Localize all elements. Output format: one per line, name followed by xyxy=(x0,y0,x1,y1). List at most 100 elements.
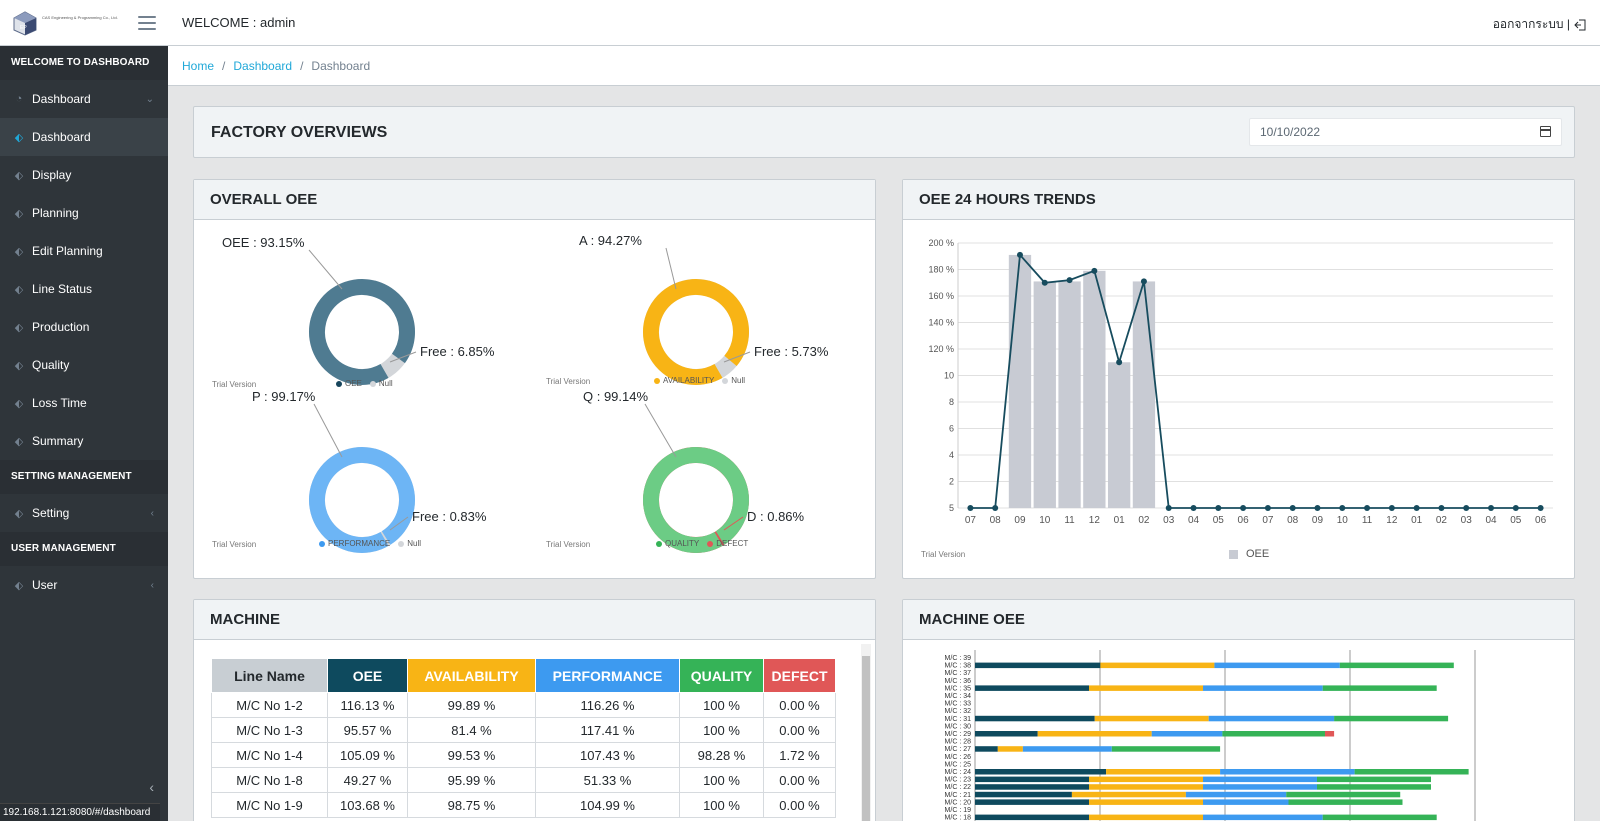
calendar-icon[interactable] xyxy=(1540,126,1551,137)
trend-point[interactable] xyxy=(1016,251,1023,258)
table-row[interactable]: M/C No 1-3 95.57 % 81.4 % 117.41 % 100 % 0.00… xyxy=(211,717,836,743)
stacked-bar-segment[interactable] xyxy=(1203,685,1323,691)
column-header[interactable]: OEE xyxy=(327,658,408,693)
stacked-bar-segment[interactable] xyxy=(1071,791,1186,798)
stacked-bar-segment[interactable] xyxy=(1203,814,1323,821)
logout-link[interactable]: ออกจากระบบ | xyxy=(1493,15,1586,34)
stacked-bar-segment[interactable] xyxy=(975,685,1089,691)
donut-legend[interactable]: QUALITY DEFECT xyxy=(656,539,748,548)
legend-item[interactable]: OEE xyxy=(336,379,362,388)
sidebar-item-production[interactable]: ⬖ Production xyxy=(0,308,168,346)
stacked-bar-segment[interactable] xyxy=(1100,662,1215,669)
stacked-bar-segment[interactable] xyxy=(975,731,1038,737)
table-row[interactable]: M/C No 1-2 116.13 % 99.89 % 116.26 % 100 % 0.… xyxy=(211,692,836,718)
stacked-bar-segment[interactable] xyxy=(1317,776,1431,783)
stacked-bar-segment[interactable] xyxy=(975,662,1101,669)
stacked-bar-segment[interactable] xyxy=(1089,784,1203,790)
stacked-bar-segment[interactable] xyxy=(975,776,1089,783)
sidebar-minimizer-button[interactable]: ‹ xyxy=(0,779,168,799)
trend-point[interactable] xyxy=(1264,505,1271,511)
stacked-bar-segment[interactable] xyxy=(1203,776,1317,783)
stacked-bar-segment[interactable] xyxy=(975,799,1089,805)
trend-bar[interactable] xyxy=(1083,270,1106,508)
stacked-bar-segment[interactable] xyxy=(975,715,1095,722)
sidebar-item-line-status[interactable]: ⬖ Line Status xyxy=(0,270,168,308)
sidebar-toggle-button[interactable] xyxy=(138,15,156,30)
table-row[interactable]: M/C No 1-8 49.27 % 95.99 % 51.33 % 100 % 0.00… xyxy=(211,767,836,793)
trend-point[interactable] xyxy=(1140,278,1147,285)
stacked-bar-segment[interactable] xyxy=(1324,731,1335,737)
table-scrollbar[interactable] xyxy=(861,644,871,821)
stacked-bar-segment[interactable] xyxy=(1089,814,1203,821)
trend-point[interactable] xyxy=(1091,267,1098,274)
trend-point[interactable] xyxy=(1240,505,1247,511)
stacked-bar-segment[interactable] xyxy=(1317,784,1431,790)
sidebar-item-user[interactable]: ⬖ User ‹ xyxy=(0,566,168,604)
sidebar-item-summary[interactable]: ⬖ Summary xyxy=(0,422,168,460)
stacked-bar-segment[interactable] xyxy=(1203,799,1289,805)
donut-legend[interactable]: AVAILABILITY Null xyxy=(654,376,745,385)
legend-item[interactable]: DEFECT xyxy=(707,539,748,548)
trend-point[interactable] xyxy=(1463,505,1470,511)
trend-point[interactable] xyxy=(1041,279,1048,286)
stacked-bar-segment[interactable] xyxy=(1322,685,1437,691)
legend-item[interactable]: AVAILABILITY xyxy=(654,376,714,385)
stacked-bar-segment[interactable] xyxy=(1288,799,1403,805)
stacked-bar-segment[interactable] xyxy=(1037,731,1152,737)
donut-value-slice[interactable] xyxy=(635,439,758,562)
trend-bar[interactable] xyxy=(1107,362,1131,508)
donut-legend[interactable]: PERFORMANCE Null xyxy=(319,539,421,548)
column-header[interactable]: DEFECT xyxy=(763,658,836,693)
trend-bar[interactable] xyxy=(1132,281,1156,508)
stacked-bar-segment[interactable] xyxy=(975,814,1089,821)
stacked-bar-segment[interactable] xyxy=(975,791,1072,798)
trend-point[interactable] xyxy=(1364,505,1371,511)
trend-point[interactable] xyxy=(1438,505,1445,511)
donut-value-slice[interactable] xyxy=(301,439,424,562)
stacked-bar-segment[interactable] xyxy=(1111,746,1221,752)
sidebar-item-loss-time[interactable]: ⬖ Loss Time xyxy=(0,384,168,422)
stacked-bar-segment[interactable] xyxy=(1089,685,1203,691)
trend-point[interactable] xyxy=(1215,505,1222,511)
legend-item[interactable]: QUALITY xyxy=(656,539,699,548)
scrollbar-thumb[interactable] xyxy=(862,656,870,821)
legend-item[interactable]: Null xyxy=(369,379,393,388)
trend-bar[interactable] xyxy=(1008,254,1032,508)
sidebar-item-display[interactable]: ⬖ Display xyxy=(0,156,168,194)
sidebar-item-planning[interactable]: ⬖ Planning xyxy=(0,194,168,232)
trend-point[interactable] xyxy=(1339,505,1346,511)
sidebar-item-quality[interactable]: ⬖ Quality xyxy=(0,346,168,384)
stacked-bar-segment[interactable] xyxy=(1106,769,1221,775)
stacked-bar-segment[interactable] xyxy=(975,746,998,752)
stacked-bar-segment[interactable] xyxy=(1203,784,1317,790)
stacked-bar-segment[interactable] xyxy=(1222,731,1325,737)
trend-legend[interactable]: OEE xyxy=(1229,548,1269,560)
column-header[interactable]: AVAILABILITY xyxy=(407,658,536,693)
sidebar-item-dashboard-group[interactable]: ◔ Dashboard ⌄ xyxy=(0,80,168,118)
column-header[interactable]: PERFORMANCE xyxy=(535,658,680,693)
trend-point[interactable] xyxy=(1314,505,1321,511)
breadcrumb-dashboard-link[interactable]: Dashboard xyxy=(233,58,293,73)
stacked-bar-segment[interactable] xyxy=(1220,769,1355,775)
breadcrumb-home-link[interactable]: Home xyxy=(182,58,215,73)
stacked-bar-segment[interactable] xyxy=(1339,662,1454,669)
table-row[interactable]: M/C No 1-9 103.68 % 98.75 % 104.99 % 100 % 0.… xyxy=(211,792,836,818)
stacked-bar-segment[interactable] xyxy=(1334,715,1449,722)
trend-point[interactable] xyxy=(1488,505,1495,511)
stacked-bar-segment[interactable] xyxy=(997,746,1023,752)
stacked-bar-segment[interactable] xyxy=(1322,814,1437,821)
column-header[interactable]: QUALITY xyxy=(679,658,764,693)
trend-point[interactable] xyxy=(1190,505,1197,511)
stacked-bar-segment[interactable] xyxy=(1151,731,1223,737)
trend-point[interactable] xyxy=(1289,505,1296,511)
trend-point[interactable] xyxy=(967,505,974,511)
sidebar-item-dashboard[interactable]: ⬖ Dashboard xyxy=(0,118,168,156)
sidebar-item-edit-planning[interactable]: ⬖ Edit Planning xyxy=(0,232,168,270)
trend-point[interactable] xyxy=(1116,359,1123,366)
stacked-bar-segment[interactable] xyxy=(1089,776,1203,783)
trend-bar[interactable] xyxy=(1033,281,1056,508)
trend-point[interactable] xyxy=(1165,505,1172,511)
trend-point[interactable] xyxy=(1413,505,1420,511)
trend-point[interactable] xyxy=(1537,505,1544,511)
sidebar-item-setting[interactable]: ⬖ Setting ‹ xyxy=(0,494,168,532)
